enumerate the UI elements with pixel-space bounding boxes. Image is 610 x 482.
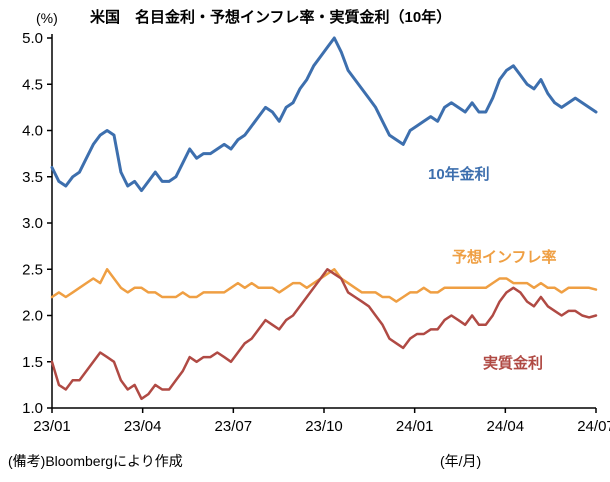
svg-text:5.0: 5.0	[22, 30, 43, 47]
svg-text:23/10: 23/10	[305, 418, 343, 435]
svg-text:24/01: 24/01	[396, 418, 434, 435]
source-note: (備考)Bloombergにより作成	[8, 453, 183, 469]
svg-text:3.5: 3.5	[22, 169, 43, 186]
svg-text:24/07: 24/07	[577, 418, 610, 435]
svg-text:1.0: 1.0	[22, 400, 43, 417]
svg-text:2.0: 2.0	[22, 308, 43, 325]
svg-text:24/04: 24/04	[487, 418, 525, 435]
svg-text:23/07: 23/07	[215, 418, 253, 435]
svg-text:1.5: 1.5	[22, 354, 43, 371]
svg-text:3.0: 3.0	[22, 215, 43, 232]
svg-text:4.0: 4.0	[22, 123, 43, 140]
series-label-expected-inflation: 予想インフレ率	[452, 249, 557, 266]
x-axis-unit-label: (年/月)	[440, 453, 482, 469]
y-axis-unit-label: (%)	[36, 10, 58, 26]
svg-text:23/01: 23/01	[33, 418, 71, 435]
svg-text:2.5: 2.5	[22, 261, 43, 278]
svg-text:4.5: 4.5	[22, 76, 43, 93]
svg-text:23/04: 23/04	[124, 418, 162, 435]
chart-title: 米国 名目金利・予想インフレ率・実質金利（10年）	[90, 9, 452, 26]
series-label-nominal-yield: 10年金利	[428, 166, 490, 183]
series-label-real-rate: 実質金利	[483, 355, 544, 372]
line-chart: 1.0 1.5 2.0 2.5 3.0 3.5 4.0 4.5 5.0 23/01 23/04 23/…	[22, 30, 610, 435]
